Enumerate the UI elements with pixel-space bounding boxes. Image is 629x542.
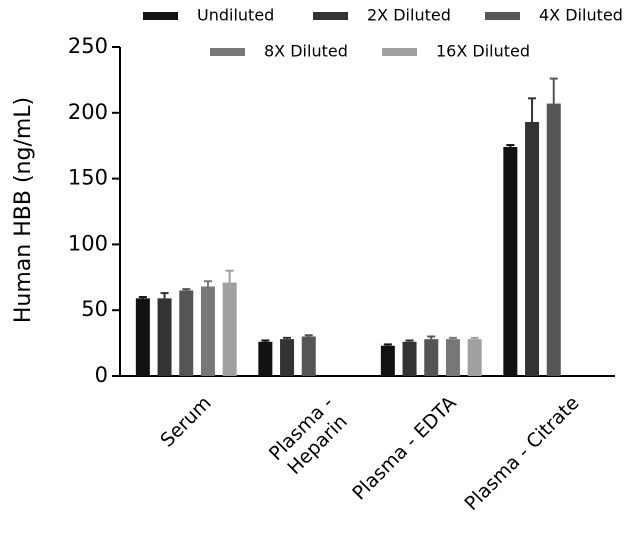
legend-swatch <box>485 12 520 20</box>
bar <box>200 286 215 376</box>
bar <box>301 336 316 376</box>
bar <box>503 147 518 376</box>
legend-label: Undiluted <box>197 6 274 25</box>
bar <box>135 298 150 376</box>
legend-swatch <box>382 48 417 56</box>
bar <box>222 282 237 376</box>
legend-swatch <box>143 12 178 20</box>
legend-swatch <box>210 48 245 56</box>
y-tick-label: 200 <box>68 100 108 124</box>
bar <box>258 341 273 376</box>
bar <box>280 339 295 376</box>
bar <box>402 341 417 376</box>
bar <box>380 345 395 376</box>
y-tick-label: 250 <box>68 34 108 58</box>
legend-label: 8X Diluted <box>264 42 348 61</box>
y-tick-label: 100 <box>68 231 108 255</box>
y-tick-label: 150 <box>68 166 108 190</box>
legend-label: 16X Diluted <box>436 42 530 61</box>
bar <box>157 298 172 376</box>
bar <box>525 122 540 377</box>
y-tick-label: 50 <box>81 297 108 321</box>
bar <box>424 339 439 376</box>
y-tick-label: 0 <box>95 363 108 387</box>
legend-label: 2X Diluted <box>367 6 451 25</box>
y-axis-label: Human HBB (ng/mL) <box>11 97 36 323</box>
legend-swatch <box>313 12 348 20</box>
bar <box>546 103 561 376</box>
bar <box>467 339 482 376</box>
bar <box>445 339 460 376</box>
legend-label: 4X Diluted <box>539 6 623 25</box>
bar <box>179 290 194 376</box>
